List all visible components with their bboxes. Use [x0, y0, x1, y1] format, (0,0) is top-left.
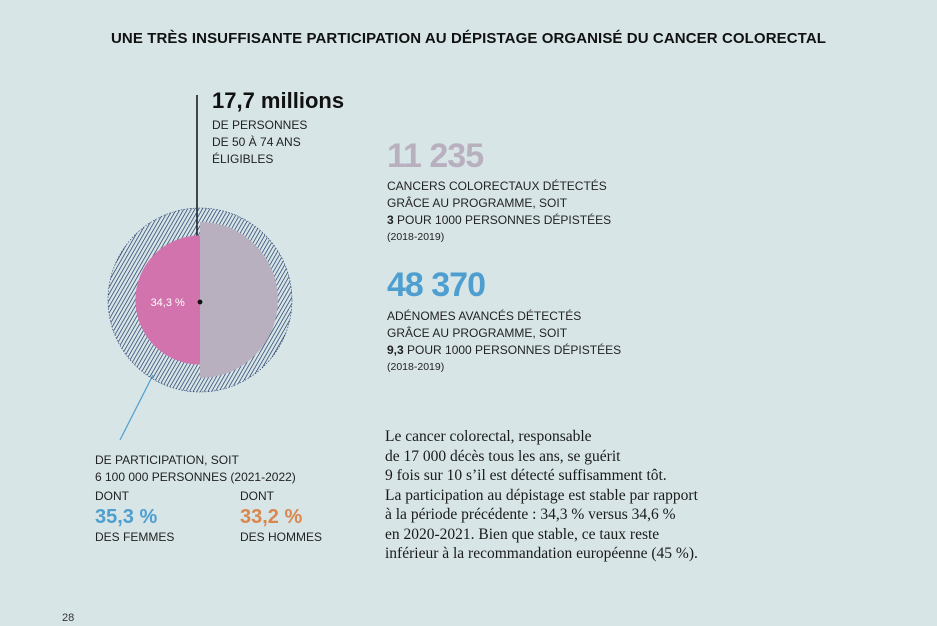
participation-description: DE PARTICIPATION, SOIT 6 100 000 PERSONN…: [95, 452, 355, 486]
center-dot: [197, 299, 203, 305]
adenomes-description: ADÉNOMES AVANCÉS DÉTECTÉS GRÂCE AU PROGR…: [387, 308, 707, 376]
participation-line-1: DE PARTICIPATION, SOIT: [95, 453, 239, 467]
page-title: UNE TRÈS INSUFFISANTE PARTICIPATION AU D…: [110, 30, 827, 47]
women-block: DONT 35,3 % DES FEMMES: [95, 488, 225, 546]
cancers-value: 11 235: [387, 137, 484, 175]
participation-slice: [135, 235, 200, 365]
body-line-2: de 17 000 décès tous les ans, se guérit: [385, 447, 621, 465]
cancers-rate-line: 3 POUR 1000 PERSONNES DÉPISTÉES: [387, 212, 707, 229]
cancers-rate-text: POUR 1000 PERSONNES DÉPISTÉES: [393, 213, 612, 227]
adenomes-line-1: ADÉNOMES AVANCÉS DÉTECTÉS: [387, 309, 582, 323]
adenomes-rate: 9,3: [387, 343, 404, 357]
cancers-line-1: CANCERS COLORECTAUX DÉTECTÉS: [387, 179, 607, 193]
cancers-description: CANCERS COLORECTAUX DÉTECTÉS GRÂCE AU PR…: [387, 178, 707, 246]
body-line-3: 9 fois sur 10 s’il est détecté suffisamm…: [385, 467, 667, 484]
adenomes-line-2: GRÂCE AU PROGRAMME, SOIT: [387, 326, 568, 340]
men-dont: DONT: [240, 489, 274, 503]
participation-chart: 34,3 %: [100, 200, 300, 400]
adenomes-rate-line: 9,3 POUR 1000 PERSONNES DÉPISTÉES: [387, 342, 707, 359]
cancers-line-2: GRÂCE AU PROGRAMME, SOIT: [387, 196, 568, 210]
body-paragraph: Le cancer colorectal, responsable de 17 …: [385, 427, 815, 564]
adenomes-rate-text: POUR 1000 PERSONNES DÉPISTÉES: [403, 343, 622, 357]
participation-line-2: 6 100 000 PERSONNES (2021-2022): [95, 470, 296, 484]
total-value: 17,7 millions: [212, 88, 345, 113]
body-line-1: Le cancer colorectal, responsable: [385, 428, 592, 445]
total-description: DE PERSONNES DE 50 À 74 ANS ÉLIGIBLES: [212, 117, 352, 168]
body-line-7: inférieur à la recommandation européenne…: [385, 545, 698, 562]
women-percentage: 35,3 %: [95, 506, 158, 528]
center-label: 34,3 %: [151, 297, 185, 309]
adenomes-period: (2018-2019): [387, 361, 445, 373]
body-line-4: La participation au dépistage est stable…: [385, 486, 698, 504]
women-dont: DONT: [95, 489, 129, 503]
body-line-6: en 2020-2021. Bien que stable, ce taux r…: [385, 525, 660, 543]
total-line-1: DE PERSONNES: [212, 118, 308, 132]
men-percentage: 33,2 %: [240, 506, 303, 528]
total-line-3: ÉLIGIBLES: [212, 152, 274, 166]
cancers-period: (2018-2019): [387, 231, 445, 243]
cancers-rate: 3: [387, 213, 394, 227]
body-line-5: à la période précédente : 34,3 % versus …: [385, 506, 676, 523]
adenomes-value: 48 370: [387, 266, 486, 304]
eligible-half-slice: [200, 222, 278, 378]
page-number: 28: [62, 612, 75, 624]
ring-outline: [107, 207, 293, 393]
men-label: DES HOMMES: [240, 530, 323, 544]
men-block: DONT 33,2 % DES HOMMES: [240, 488, 370, 546]
women-label: DES FEMMES: [95, 530, 175, 544]
total-line-2: DE 50 À 74 ANS: [212, 135, 301, 149]
